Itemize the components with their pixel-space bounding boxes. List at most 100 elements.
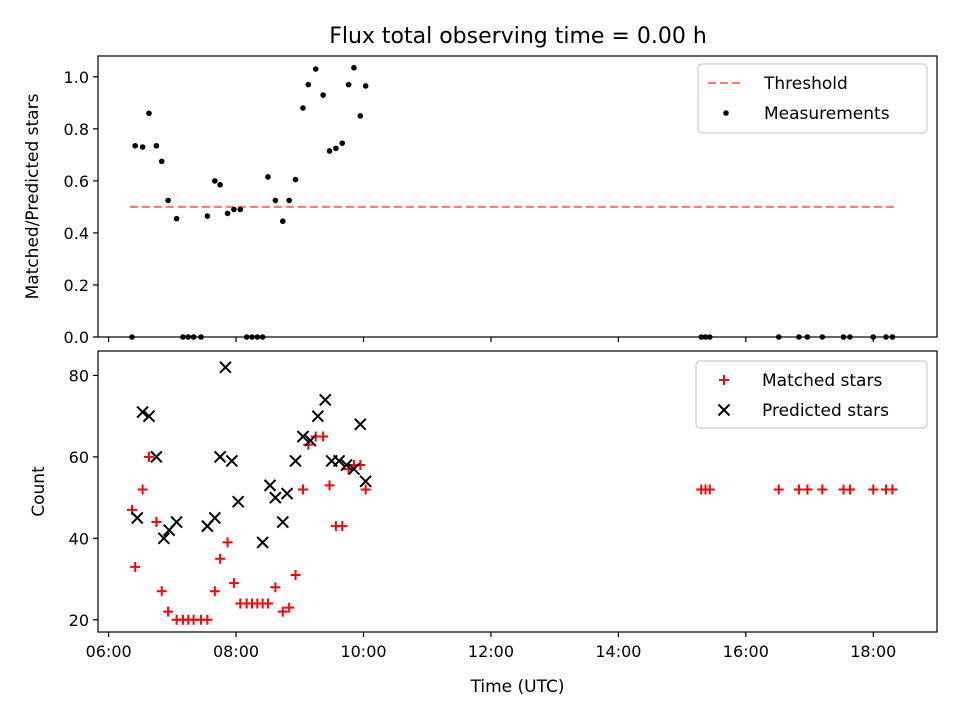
x-tick-label: 06:00 [86, 642, 132, 661]
measurement-point [173, 215, 180, 222]
matched-point [262, 598, 273, 609]
measurement-point [300, 105, 306, 111]
matched-point [844, 484, 855, 495]
measurement-point [286, 197, 292, 204]
matched-point [318, 431, 329, 442]
predicted-point [304, 434, 317, 447]
predicted-point [347, 462, 361, 476]
matched-point [290, 569, 301, 580]
legend-key-measurements [723, 110, 729, 116]
y-tick-label: 60 [69, 448, 89, 467]
predicted-point [319, 393, 332, 407]
matched-point [130, 561, 141, 572]
y-tick-label: 0.8 [64, 120, 89, 139]
matched-point [143, 451, 154, 462]
predicted-point [142, 409, 156, 423]
measurement-point [357, 113, 364, 119]
legend-box [695, 360, 928, 429]
matched-point [337, 521, 348, 532]
measurement-point [139, 144, 146, 150]
matched-point [704, 484, 715, 495]
predicted-point [131, 511, 144, 525]
legend-box [697, 63, 928, 134]
predicted-point [157, 532, 171, 545]
series-predicted-stars [131, 361, 372, 549]
measurement-point [132, 142, 138, 149]
matched-point [209, 586, 220, 597]
measurement-point [326, 148, 333, 154]
legend: Matched stars Predicted stars [695, 360, 928, 429]
predicted-point [231, 495, 245, 508]
measurement-point [146, 110, 152, 117]
measurement-point [153, 142, 160, 149]
measurement-point [231, 206, 237, 213]
predicted-point [170, 515, 183, 529]
axes-frame [97, 350, 938, 633]
predicted-point [359, 475, 372, 488]
legend-label: Matched stars [762, 371, 882, 391]
predicted-point [289, 454, 302, 468]
matched-point [887, 484, 898, 495]
legend-label: Measurements [764, 104, 890, 124]
legend-key-predicted [717, 403, 731, 417]
measurement-point [279, 218, 286, 225]
panel-counts: 06:00 08:00 10:00 12:00 14:00 16:00 18:00 20 40 6… [29, 350, 938, 697]
x-tick-label: 18:00 [850, 642, 896, 661]
measurement-point [292, 176, 299, 183]
x-tick-label: 12:00 [468, 642, 514, 661]
figure-title: Flux total observing time = 0.00 h [329, 24, 707, 49]
legend-label: Threshold [763, 74, 848, 94]
predicted-point [311, 409, 325, 423]
predicted-point [340, 458, 353, 472]
predicted-point [263, 479, 277, 492]
measurement-point [345, 81, 352, 88]
y-tick-label: 0.4 [64, 224, 89, 243]
x-tick-label: 16:00 [723, 642, 769, 661]
matched-point [156, 586, 167, 597]
legend-key-matched [719, 375, 729, 385]
measurement-point [212, 178, 218, 184]
measurement-point [265, 174, 271, 180]
measurement-point [272, 197, 279, 204]
matched-point [270, 582, 281, 593]
measurement-point [362, 83, 369, 89]
predicted-point [256, 536, 269, 549]
predicted-point [219, 361, 232, 374]
matched-point [215, 553, 226, 564]
predicted-point [280, 487, 294, 500]
predicted-point [136, 405, 149, 419]
matched-point [151, 517, 162, 528]
legend: Threshold Measurements [697, 63, 928, 134]
y-axis-label: Matched/Predicted stars [23, 93, 43, 299]
matched-point [802, 484, 813, 495]
matched-point [284, 602, 295, 613]
predicted-point [269, 491, 282, 504]
x-tick-label: 14:00 [595, 642, 641, 661]
matched-point [324, 480, 335, 491]
measurement-point [204, 213, 211, 219]
predicted-point [208, 511, 222, 525]
measurement-point [217, 181, 223, 188]
matched-point [222, 537, 233, 548]
predicted-point [213, 450, 227, 464]
matched-point [163, 606, 174, 617]
matched-point [773, 484, 784, 495]
measurement-point [158, 158, 165, 165]
predicted-point [150, 450, 163, 464]
y-tick-label: 0.2 [64, 276, 89, 295]
panel-ratio: 0.0 0.2 0.4 0.6 0.8 1.0 Matched/Predicted star… [23, 55, 938, 347]
measurement-point [351, 64, 357, 71]
predicted-point [225, 454, 239, 468]
measurement-point [333, 145, 339, 152]
matched-point [360, 484, 371, 495]
measurement-point [224, 210, 231, 217]
predicted-point [354, 418, 367, 431]
legend-label: Predicted stars [762, 401, 889, 421]
matched-point [137, 484, 148, 495]
matched-point [297, 484, 308, 495]
y-tick-label: 0.6 [64, 172, 89, 191]
y-tick-label: 20 [69, 611, 89, 630]
measurement-point [237, 206, 244, 213]
matched-point [817, 484, 828, 495]
